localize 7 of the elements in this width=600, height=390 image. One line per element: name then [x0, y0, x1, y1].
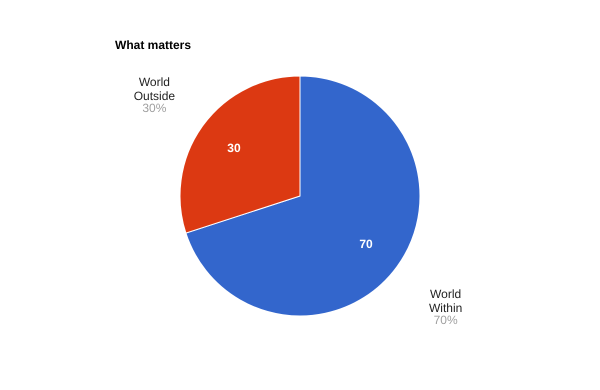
text: 30%: [142, 101, 166, 116]
data-label: 70: [359, 236, 374, 251]
text: 70%: [434, 312, 458, 327]
data-label: 30: [227, 141, 241, 156]
slice-label: World Within: [428, 286, 462, 315]
chart-title: What matters: [115, 38, 192, 52]
slice-label: World Outside: [134, 75, 176, 104]
